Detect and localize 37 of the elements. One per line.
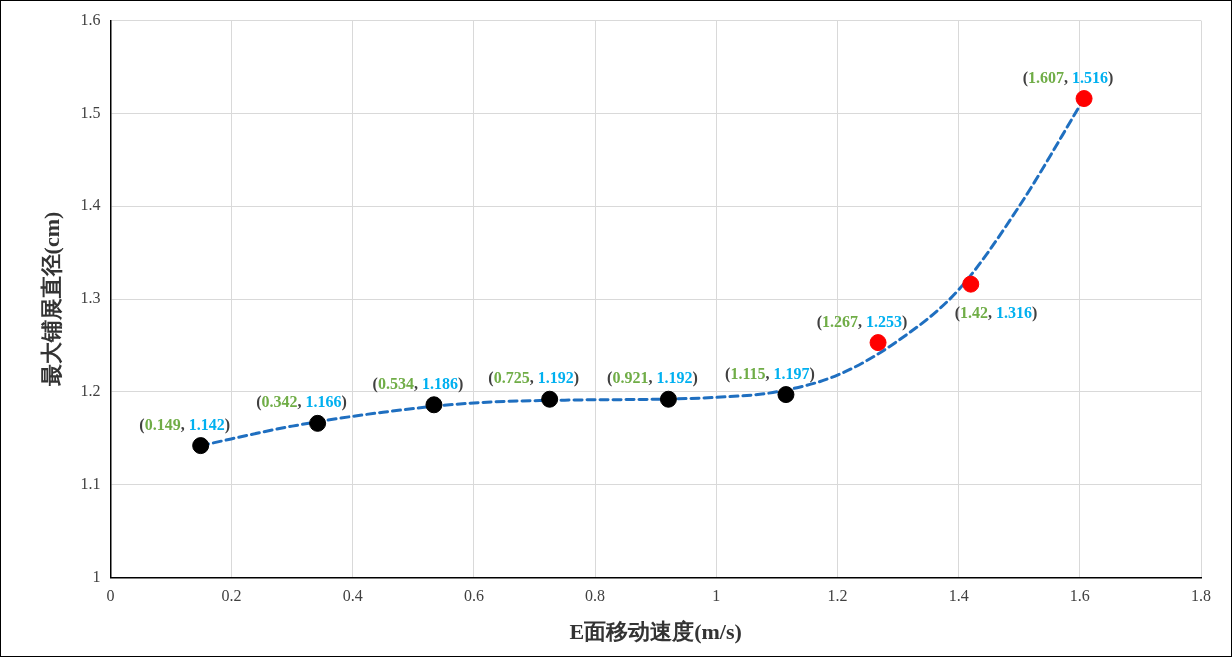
- data-label: (0.725, 1.192): [488, 369, 579, 388]
- y-tick-label: 1.3: [80, 289, 101, 307]
- x-tick-label: 1.2: [827, 587, 848, 605]
- data-label: (1.115, 1.197): [725, 364, 815, 383]
- x-tick-label: 0.2: [221, 587, 242, 605]
- x-tick-label: 0.6: [463, 587, 484, 605]
- data-label: (0.149, 1.142): [139, 415, 231, 434]
- x-tick-label: 1.4: [948, 587, 969, 605]
- data-label: (0.921, 1.192): [607, 369, 698, 388]
- data-label: (1.267, 1.253): [816, 312, 908, 331]
- y-tick-label: 1.2: [80, 382, 101, 399]
- point: [962, 275, 980, 293]
- x-tick-label: 0.8: [585, 587, 606, 605]
- x-tick-label: 1.8: [1191, 587, 1211, 605]
- y-tick-label: 1: [92, 567, 101, 585]
- y-axis-title: 最大铺展直径(cm): [38, 211, 64, 388]
- point: [659, 390, 677, 408]
- point: [777, 386, 795, 404]
- y-tick-label: 1.4: [80, 196, 101, 214]
- y-tick-label: 1.1: [80, 474, 101, 492]
- point: [192, 437, 210, 455]
- x-tick-label: 1.6: [1069, 587, 1090, 605]
- point: [869, 334, 887, 352]
- point: [1075, 90, 1093, 108]
- point: [425, 396, 443, 414]
- y-tick-label: 1.6: [80, 10, 101, 28]
- data-label: (0.534, 1.186): [372, 374, 464, 393]
- x-axis-title: E面移动速度(m/s): [569, 619, 742, 645]
- point: [541, 390, 559, 408]
- data-label: (0.342, 1.166): [256, 393, 347, 412]
- point: [309, 414, 327, 432]
- data-label: (1.607, 1.516): [1022, 68, 1114, 87]
- x-tick-label: 0.4: [342, 587, 363, 605]
- y-tick-label: 1.5: [80, 103, 101, 121]
- x-tick-label: 1: [712, 587, 721, 605]
- data-label: (1.42, 1.316): [954, 304, 1038, 323]
- x-tick-label: 0: [106, 587, 115, 605]
